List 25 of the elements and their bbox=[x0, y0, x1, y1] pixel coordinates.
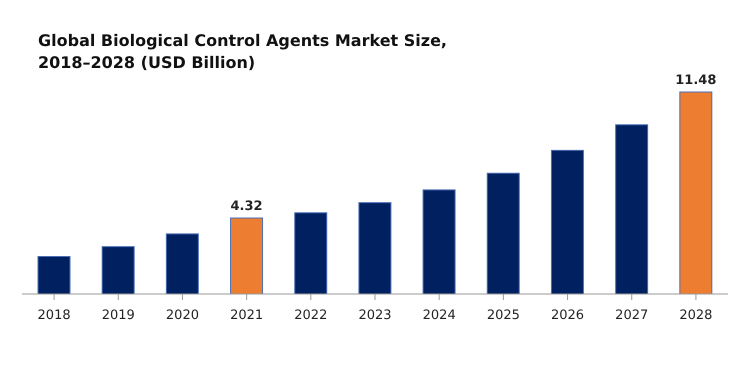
x-tick-label: 2022 bbox=[294, 308, 328, 324]
x-tick-label: 2023 bbox=[358, 308, 392, 324]
bar bbox=[294, 212, 328, 294]
x-tick-label: 2018 bbox=[38, 308, 71, 324]
bar bbox=[486, 172, 520, 294]
x-tick-label: 2026 bbox=[551, 308, 584, 324]
x-tick-label: 2019 bbox=[102, 308, 135, 324]
bar bbox=[679, 92, 712, 294]
bar bbox=[230, 217, 264, 294]
bar bbox=[102, 246, 135, 294]
x-tick-label: 2020 bbox=[166, 308, 199, 324]
data-label: 11.48 bbox=[675, 73, 716, 88]
bar bbox=[166, 233, 199, 294]
bar bbox=[422, 189, 456, 294]
x-tick-label: 2024 bbox=[422, 308, 456, 324]
bar bbox=[550, 150, 584, 294]
x-tick-label: 2027 bbox=[615, 308, 648, 324]
bar bbox=[358, 202, 392, 294]
bar bbox=[38, 256, 70, 294]
chart-title: Global Biological Control Agents Market Size, 2018–2028 (USD Billion) bbox=[38, 30, 448, 74]
x-tick-label: 2021 bbox=[230, 308, 264, 324]
data-label: 4.32 bbox=[230, 198, 263, 214]
bar bbox=[615, 124, 648, 294]
x-tick-label: 2025 bbox=[486, 308, 520, 324]
x-tick-label: 2028 bbox=[679, 308, 712, 324]
